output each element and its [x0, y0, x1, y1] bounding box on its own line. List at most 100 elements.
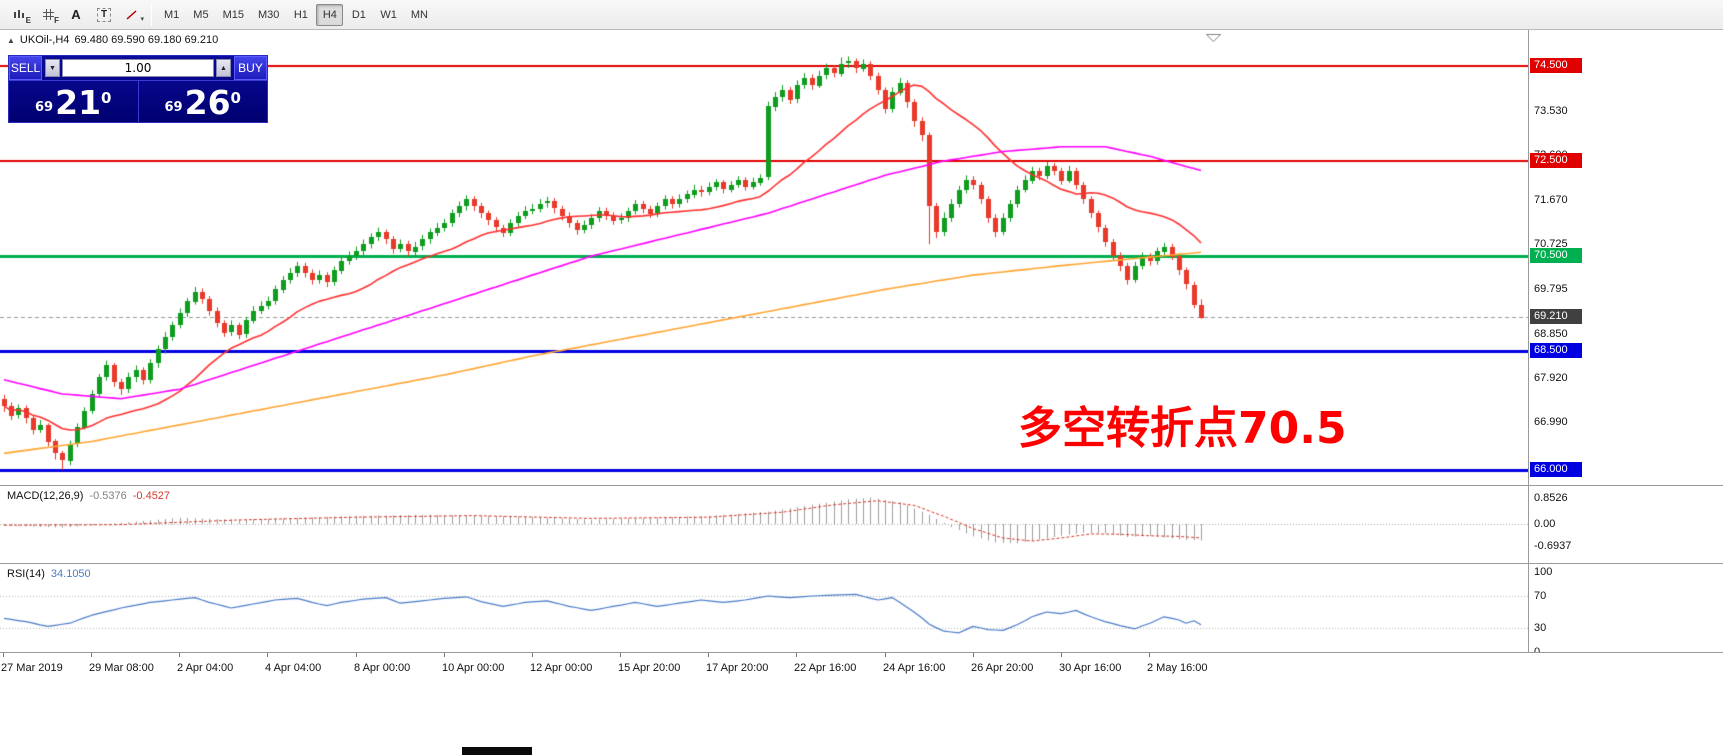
- text-box-button[interactable]: T: [91, 3, 117, 26]
- sell-price[interactable]: 69 21 0: [9, 81, 139, 122]
- time-axis-label: 29 Mar 08:00: [89, 662, 154, 674]
- trade-panel-prices: 69 21 0 69 26 0: [9, 80, 267, 122]
- price-scale-label: 73.530: [1534, 105, 1568, 117]
- time-axis-label: 27 Mar 2019: [1, 662, 63, 674]
- chart-symbol-period: UKOil-,H4: [19, 34, 70, 46]
- timeframe-button-w1[interactable]: W1: [380, 8, 397, 21]
- chart-title: ▲ UKOil-,H4 69.480 69.590 69.180 69.210: [7, 34, 218, 46]
- time-axis-tick: [1061, 653, 1062, 657]
- timeframe-button-m1[interactable]: M1: [164, 8, 180, 21]
- time-axis-label: 30 Apr 16:00: [1059, 662, 1122, 674]
- rsi-scale-label: 70: [1534, 590, 1547, 602]
- rsi-scale-label: 30: [1534, 622, 1547, 634]
- macd-signal-value: -0.4527: [132, 490, 171, 502]
- timeframe-button-h4[interactable]: H4: [316, 3, 344, 26]
- macd-canvas[interactable]: [0, 486, 1528, 563]
- price-tag-68.500: 68.500: [1530, 343, 1582, 358]
- text-label-button[interactable]: A: [71, 7, 81, 22]
- rsi-header: RSI(14) 34.1050: [7, 568, 91, 580]
- expert-chart-icon: E: [25, 16, 31, 25]
- time-axis-tick: [91, 653, 92, 657]
- time-axis-tick: [179, 653, 180, 657]
- buy-price[interactable]: 69 26 0: [139, 81, 268, 122]
- current-price-tag: 69.210: [1530, 309, 1582, 324]
- rsi-panel: 10070300 RSI(14)34.1050: [0, 563, 1723, 658]
- timeframe-button-m15[interactable]: M15: [222, 8, 244, 21]
- time-axis-tick: [3, 653, 4, 657]
- chart-text-annotation: 多空转折点70.5: [1018, 403, 1347, 454]
- timeframe-buttons-group: M1 M5 M15 M30 H1 H4 D1 W1 MN: [157, 3, 435, 26]
- grid-icon: F: [54, 16, 59, 25]
- timeframe-button-m30[interactable]: M30: [257, 8, 280, 21]
- time-axis-tick: [267, 653, 268, 657]
- time-axis-tick: [708, 653, 709, 657]
- buy-button[interactable]: BUY: [234, 56, 267, 80]
- grid-button[interactable]: F: [35, 3, 61, 26]
- time-axis-label: 15 Apr 20:00: [618, 662, 681, 674]
- price-tag-66.000: 66.000: [1530, 462, 1582, 477]
- rsi-canvas[interactable]: [0, 564, 1528, 652]
- volume-input[interactable]: [62, 59, 214, 77]
- time-axis-label: 2 Apr 04:00: [177, 662, 234, 674]
- time-axis-label: 17 Apr 20:00: [706, 662, 769, 674]
- volume-decrease-button[interactable]: ▼: [45, 59, 60, 77]
- time-axis-label: 8 Apr 00:00: [354, 662, 411, 674]
- time-axis-label: 22 Apr 16:00: [794, 662, 857, 674]
- main-chart-panel: 73.53072.60071.67070.72569.79568.85067.9…: [0, 30, 1723, 485]
- price-scale-label: 67.920: [1534, 372, 1568, 384]
- macd-scale-label: 0.8526: [1534, 492, 1568, 504]
- tool-buttons-group: E F A T ▾: [6, 3, 146, 26]
- time-axis-tick: [973, 653, 974, 657]
- time-axis-tick: [885, 653, 886, 657]
- time-axis-tick: [444, 653, 445, 657]
- time-axis-tick: [532, 653, 533, 657]
- sell-button[interactable]: SELL: [9, 56, 42, 80]
- price-scale-label: 68.850: [1534, 328, 1568, 340]
- price-scale-label: 69.795: [1534, 283, 1568, 295]
- sell-price-point: 0: [101, 89, 112, 107]
- timeframe-button-mn[interactable]: MN: [410, 8, 428, 21]
- price-scale-label: 70.725: [1534, 238, 1568, 250]
- rsi-value: 34.1050: [50, 568, 91, 580]
- expert-chart-button[interactable]: E: [7, 3, 33, 26]
- price-tag-70.500: 70.500: [1530, 248, 1582, 263]
- price-axis: 73.53072.60071.67070.72569.79568.85067.9…: [1528, 30, 1723, 485]
- macd-panel: 0.8526 0.00 -0.6937 MACD(12,26,9) -0.5376 -0…: [0, 485, 1723, 563]
- time-axis-label: 24 Apr 16:00: [883, 662, 946, 674]
- buy-price-pips: 26: [184, 83, 231, 122]
- macd-header: MACD(12,26,9) -0.5376 -0.4527: [7, 490, 170, 502]
- sell-price-pips: 21: [55, 83, 102, 122]
- price-tag-72.500: 72.500: [1530, 153, 1582, 168]
- rsi-scale-label: 100: [1534, 566, 1553, 578]
- chart-ohlc-quote: 69.480 69.590 69.180 69.210: [74, 34, 219, 46]
- timeframe-button-m5[interactable]: M5: [193, 8, 209, 21]
- volume-increase-button[interactable]: ▲: [216, 59, 231, 77]
- buy-price-point: 0: [230, 89, 241, 107]
- line-studies-icon: ▾: [140, 16, 144, 23]
- time-axis: 27 Mar 2019 29 Mar 08:00 2 Apr 04:00 4 Apr …: [0, 652, 1723, 688]
- macd-scale-label: -0.6937: [1534, 540, 1572, 552]
- buy-price-whole: 69: [164, 100, 183, 115]
- time-axis-label: 2 May 16:00: [1147, 662, 1208, 674]
- macd-axis: 0.8526 0.00 -0.6937: [1528, 486, 1723, 563]
- timeframe-button-d1[interactable]: D1: [351, 8, 366, 21]
- time-axis-label: 12 Apr 00:00: [530, 662, 593, 674]
- macd-scale-label: 0.00: [1534, 518, 1556, 530]
- one-click-trade-panel: SELL ▼ ▲ BUY 69 21 0 69 26 0: [8, 55, 268, 123]
- volume-control: ▼ ▲: [42, 56, 234, 80]
- time-axis-tick: [620, 653, 621, 657]
- sell-price-whole: 69: [35, 100, 54, 115]
- price-scale-label: 71.670: [1534, 194, 1568, 206]
- macd-label: MACD(12,26,9): [7, 490, 84, 502]
- time-axis-tick: [1149, 653, 1150, 657]
- time-axis-label: 26 Apr 20:00: [971, 662, 1034, 674]
- time-axis-tick: [796, 653, 797, 657]
- line-studies-button[interactable]: ▾: [119, 3, 145, 26]
- toolbar-separator: [151, 3, 152, 26]
- time-axis-tick: [356, 653, 357, 657]
- time-axis-label: 10 Apr 00:00: [442, 662, 505, 674]
- bottom-edge-artifact: [462, 747, 532, 755]
- timeframe-button-h1[interactable]: H1: [293, 8, 308, 21]
- macd-main-value: -0.5376: [89, 490, 127, 502]
